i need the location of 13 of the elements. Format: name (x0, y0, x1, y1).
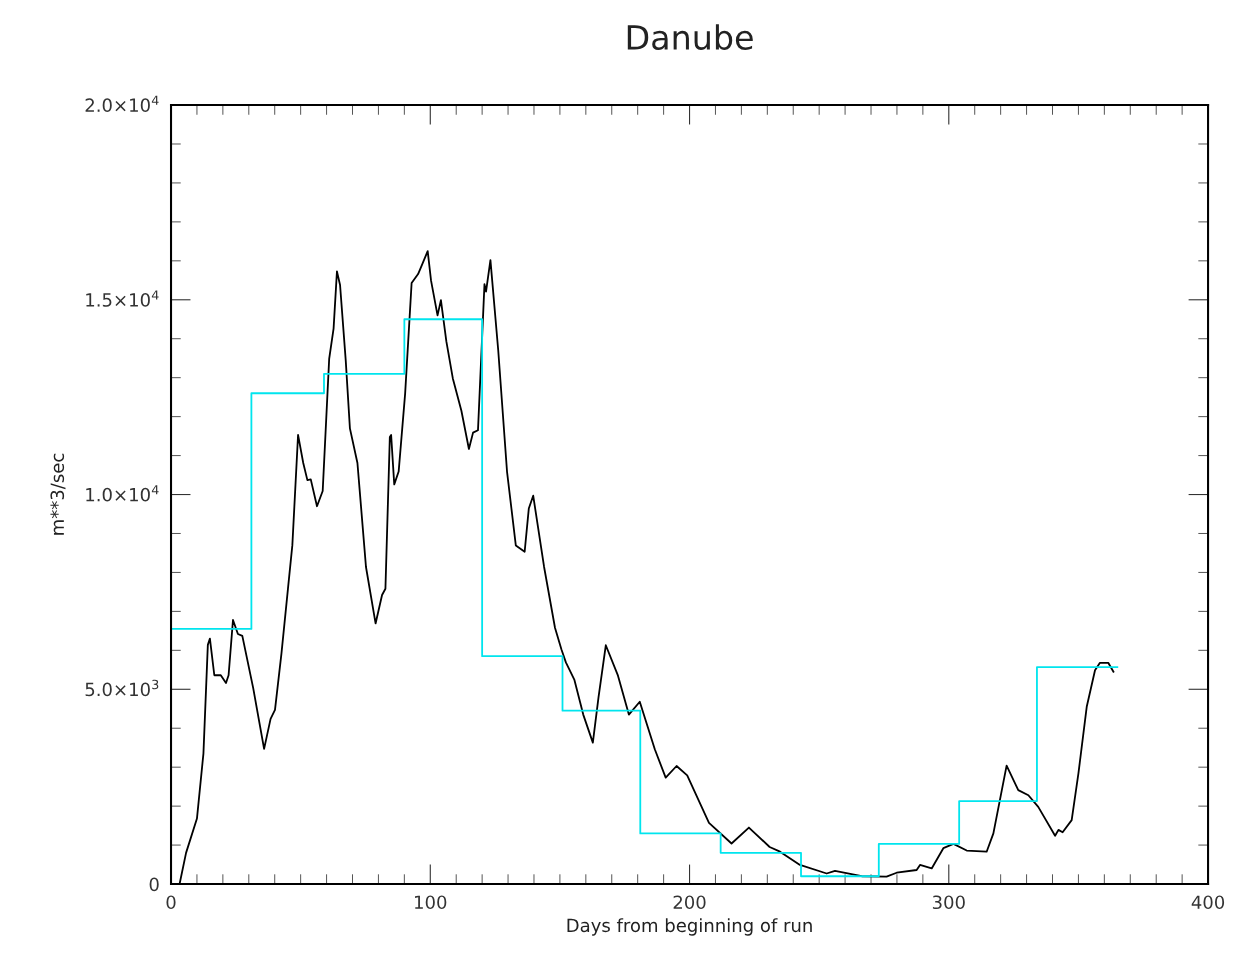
y-tick-label: 2.0×10$^{4}$ (85, 95, 159, 113)
y-tick-label: 5.0×10$^{3}$ (85, 679, 159, 697)
chart-title: Danube (627, 24, 753, 50)
x-tick-label: 200 (673, 895, 706, 910)
y-tick-label: 1.5×10$^{4}$ (86, 290, 159, 307)
y-tick-label: 1.0×10$^{4}$ (86, 485, 159, 502)
x-tick-label: 300 (932, 895, 965, 910)
x-tick-label: 100 (415, 895, 447, 910)
x-tick-label: 400 (1191, 895, 1225, 910)
y-axis-title: m**3/sec (50, 453, 66, 535)
y-tick-label: 0 (149, 877, 159, 892)
x-tick-label: 0 (166, 895, 176, 910)
x-axis-title: Days from beginning of run (567, 918, 812, 936)
